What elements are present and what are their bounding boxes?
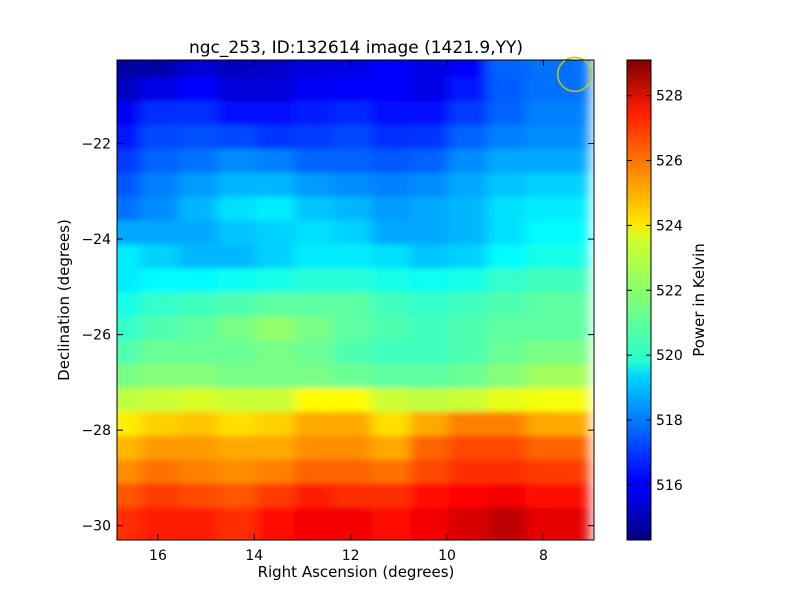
x-tick-label: 10 [438,548,456,564]
x-tick-label: 16 [149,548,167,564]
y-axis-label: Declination (degrees) [55,219,73,381]
colorbar-label: Power in Kelvin [690,243,708,357]
colorbar-tick-label: 524 [656,218,683,234]
plot-frame [116,59,595,541]
y-tick-label: −28 [81,423,111,439]
y-axis-ticks: −22 −24 −26 −28 −30 [81,137,594,535]
colorbar-ticks: 516 518 520 522 524 526 528 [627,89,683,494]
x-tick-label: 8 [539,548,548,564]
y-tick-label: −22 [81,137,111,153]
y-tick-label: −24 [81,232,111,248]
y-tick-label: −26 [81,328,111,344]
heatmap-image [117,60,590,540]
x-axis-label: Right Ascension (degrees) [258,563,455,581]
x-tick-label: 12 [342,548,360,564]
x-axis-ticks: 16 14 12 10 8 [149,60,548,564]
marker-circle [556,56,593,93]
colorbar-tick-label: 520 [656,348,683,364]
colorbar-tick-label: 522 [656,283,683,299]
chart-title: ngc_253, ID:132614 image (1421.9,YY) [189,38,523,58]
x-tick-label: 14 [245,548,263,564]
colorbar-tick-label: 526 [656,154,683,170]
colorbar-tick-label: 528 [656,89,683,105]
colorbar-tick-label: 516 [656,478,683,494]
colorbar [626,59,652,541]
heatmap-cell [525,507,590,540]
colorbar-tick-label: 518 [656,413,683,429]
y-tick-label: −30 [81,519,111,535]
